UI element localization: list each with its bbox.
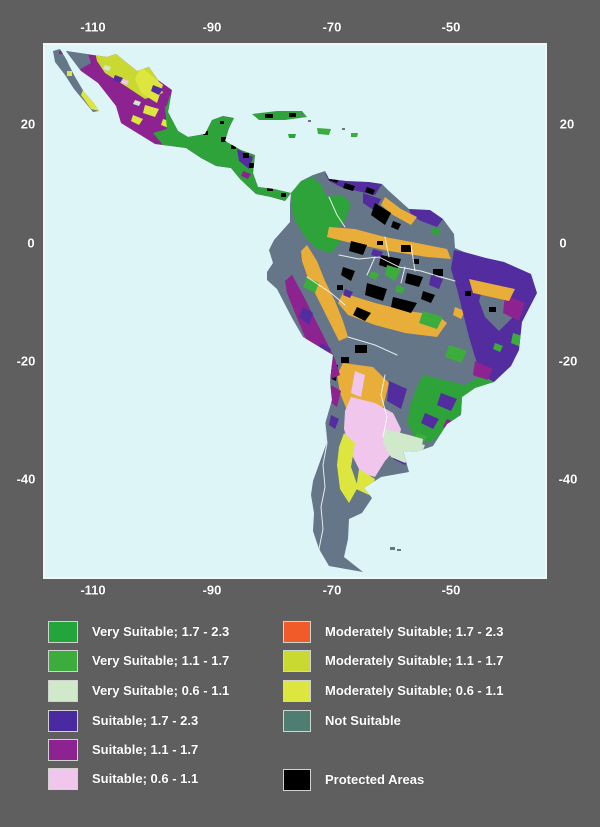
- legend-swatch-moderately-suitable-low: [283, 679, 311, 702]
- legend-item: Very Suitable; 1.7 - 2.3: [48, 620, 229, 643]
- legend-item: Not Suitable: [283, 709, 401, 732]
- legend-label: Suitable; 1.7 - 2.3: [92, 713, 199, 728]
- axis-label-right-2: 0: [559, 235, 567, 251]
- legend-item: Moderately Suitable; 0.6 - 1.1: [283, 679, 503, 702]
- axis-label-top-1: -110: [80, 19, 106, 35]
- legend-label: Not Suitable: [325, 713, 401, 728]
- legend-swatch-very-suitable-high: [48, 620, 78, 643]
- caribbean-islands: [252, 111, 358, 138]
- map-canvas: [53, 49, 537, 572]
- axis-label-top-2: -90: [202, 19, 222, 35]
- legend-swatch-moderately-suitable-mid: [283, 649, 311, 672]
- legend-item: Moderately Suitable; 1.1 - 1.7: [283, 649, 503, 672]
- axis-label-top-4: -50: [441, 19, 461, 35]
- axis-label-left-2: 0: [27, 235, 35, 251]
- legend-item: Protected Areas: [283, 768, 424, 791]
- legend-label: Moderately Suitable; 0.6 - 1.1: [325, 683, 504, 698]
- mexico-mainland: [66, 51, 291, 201]
- legend-item: Suitable; 1.7 - 2.3: [48, 709, 198, 732]
- axis-label-bottom-1: -110: [80, 582, 106, 598]
- axis-label-bottom-2: -90: [202, 582, 222, 598]
- legend-item: Suitable; 1.1 - 1.7: [48, 738, 198, 761]
- legend-label: Suitable; 0.6 - 1.1: [92, 771, 199, 786]
- axis-label-left-1: 20: [20, 116, 36, 132]
- map-panel: [43, 43, 547, 579]
- legend-swatch-suitable-high: [48, 709, 78, 732]
- legend-swatch-very-suitable-mid: [48, 649, 78, 672]
- rivers-and-borders: [306, 196, 456, 562]
- sonora-gray-patch: [63, 49, 91, 71]
- axis-label-right-4: -40: [558, 471, 578, 487]
- legend-swatch-very-suitable-low: [48, 679, 78, 702]
- legend-item: Moderately Suitable; 1.7 - 2.3: [283, 620, 503, 643]
- legend-swatch-suitable-low: [48, 767, 78, 790]
- falkland-islands: [390, 547, 401, 551]
- legend-label: Moderately Suitable; 1.7 - 2.3: [325, 624, 504, 639]
- legend-label: Moderately Suitable; 1.1 - 1.7: [325, 653, 504, 668]
- legend-swatch-protected-areas: [283, 768, 311, 791]
- legend-swatch-suitable-mid: [48, 738, 78, 761]
- legend-item: Very Suitable; 1.1 - 1.7: [48, 649, 229, 672]
- axis-label-left-3: -20: [16, 353, 36, 369]
- axis-label-left-4: -40: [16, 471, 36, 487]
- axis-label-top-3: -70: [322, 19, 342, 35]
- axis-label-right-3: -20: [558, 353, 578, 369]
- axis-label-bottom-3: -70: [322, 582, 342, 598]
- legend-item: Very Suitable; 0.6 - 1.1: [48, 679, 229, 702]
- southeast-brazil-green-mass: [407, 375, 494, 443]
- amazon-green-patches: [369, 265, 467, 363]
- legend-label: Very Suitable; 1.7 - 2.3: [92, 624, 230, 639]
- northeast-brazil-purple-mass: [451, 250, 537, 382]
- amazon-purple-patches: [343, 249, 443, 298]
- colombia-green-region: [291, 177, 351, 253]
- legend-item: Suitable; 0.6 - 1.1: [48, 767, 198, 790]
- legend-label: Suitable; 1.1 - 1.7: [92, 742, 199, 757]
- legend-label: Very Suitable; 1.1 - 1.7: [92, 653, 230, 668]
- axis-label-bottom-4: -50: [441, 582, 461, 598]
- legend-swatch-not-suitable: [283, 709, 311, 732]
- legend-label: Protected Areas: [325, 772, 425, 787]
- legend-swatch-moderately-suitable-high: [283, 620, 311, 643]
- baja-patches: [59, 51, 99, 111]
- legend-label: Very Suitable; 0.6 - 1.1: [92, 683, 230, 698]
- axis-label-right-1: 20: [559, 116, 575, 132]
